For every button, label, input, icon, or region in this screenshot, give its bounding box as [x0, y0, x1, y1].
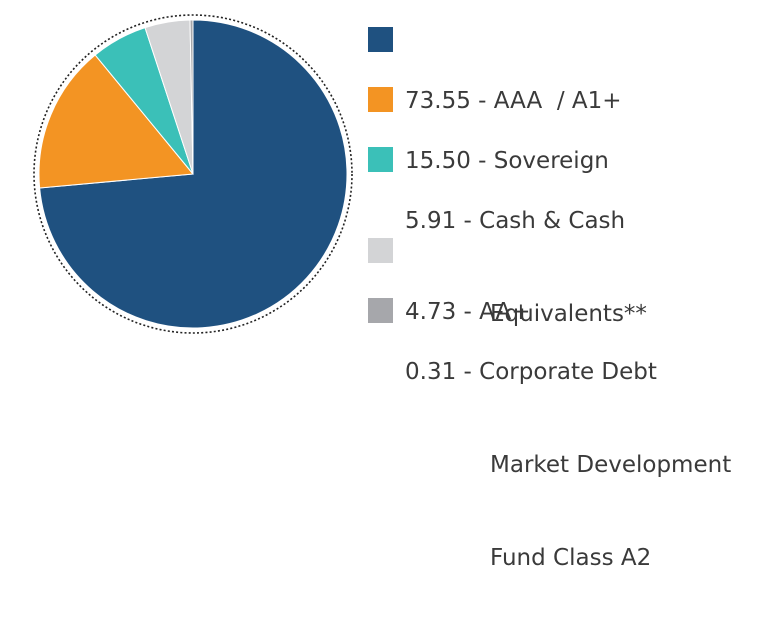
legend-item-corporate-debt: 0.31 - Corporate Debt Market Development…	[368, 295, 731, 636]
legend-swatch-aaa	[368, 27, 393, 52]
legend-label-sovereign: 15.50 - Sovereign	[405, 148, 609, 174]
legend-item-aaa: 73.55 - AAA / A1+	[368, 24, 622, 179]
pie-border	[33, 14, 353, 334]
legend-label-aa-plus: 4.73 - AA+	[405, 299, 531, 325]
legend-item-aa-plus: 4.73 - AA+	[368, 235, 531, 390]
legend-swatch-corporate-debt	[368, 298, 393, 323]
legend-label-corporate-debt-line1: 0.31 - Corporate Debt	[405, 359, 657, 385]
legend-label-cash-line1: 5.91 - Cash & Cash	[405, 208, 626, 234]
legend-label-corporate-debt-line2: Market Development	[490, 452, 732, 478]
legend-swatch-aa-plus	[368, 238, 393, 263]
legend-label-corporate-debt-line3: Fund Class A2	[490, 545, 652, 571]
legend: 73.55 - AAA / A1+ 15.50 - Sovereign 5.91…	[368, 0, 773, 571]
pie-chart: 73.55 - AAA / A1+ 15.50 - Sovereign 5.91…	[33, 0, 773, 571]
pie-slice-sovereign	[38, 54, 194, 189]
legend-label-cash-line2: Equivalents**	[490, 301, 647, 327]
legend-item-sovereign: 15.50 - Sovereign	[368, 84, 609, 239]
pie-plot	[33, 14, 353, 334]
legend-swatch-sovereign	[368, 87, 393, 112]
legend-item-cash: 5.91 - Cash & Cash Equivalents**	[368, 144, 647, 392]
pie-slice-corporate-debt	[189, 19, 194, 175]
legend-swatch-cash	[368, 147, 393, 172]
legend-label-aaa: 73.55 - AAA / A1+	[405, 88, 622, 114]
